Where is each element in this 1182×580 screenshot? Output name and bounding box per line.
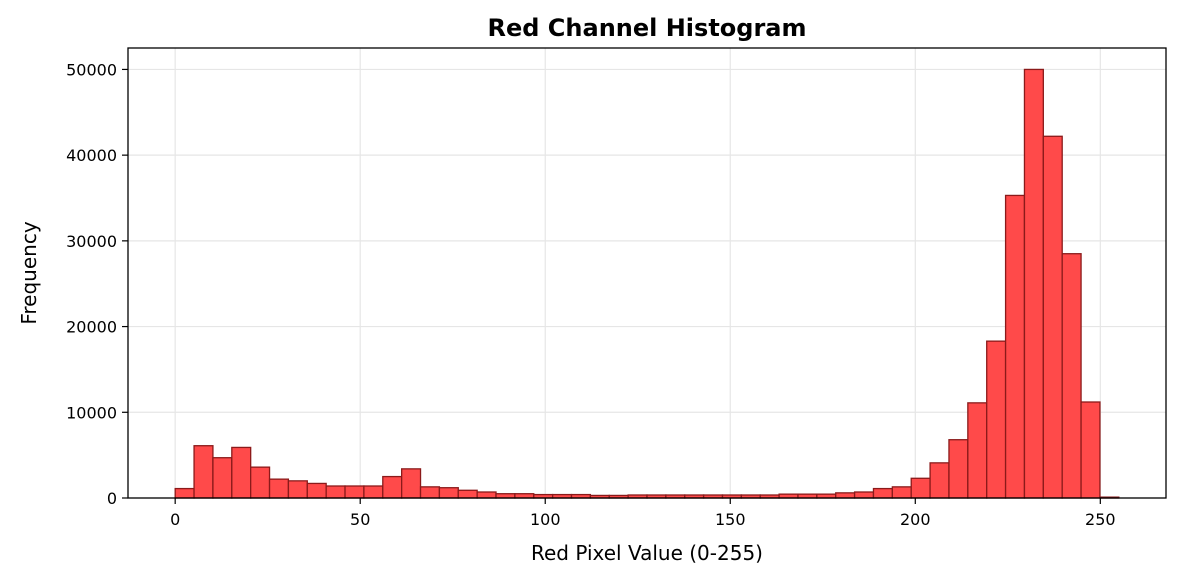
- histogram-bar: [1004, 194, 1026, 499]
- x-tick-label: 150: [715, 510, 746, 529]
- histogram-bar: [287, 480, 308, 499]
- histogram-bar: [363, 485, 384, 499]
- y-tick-label: 20000: [66, 318, 117, 337]
- histogram-bar: [891, 486, 912, 499]
- chart-title: Red Channel Histogram: [488, 14, 807, 42]
- histogram-bar: [212, 457, 233, 499]
- x-tick-label: 0: [170, 510, 180, 529]
- y-tick-label: 10000: [66, 403, 117, 422]
- histogram-bar: [231, 446, 252, 499]
- y-tick-label: 0: [107, 489, 117, 508]
- histogram-bar: [476, 491, 497, 499]
- histogram-bar: [910, 477, 931, 499]
- histogram-bar: [325, 485, 346, 499]
- histogram-bar: [419, 486, 441, 499]
- ticks-layer: 0 50 100 150 200 250 0 10000 20000 30000 40000 5000…: [66, 60, 1115, 529]
- histogram-bar: [250, 466, 271, 499]
- histogram-bar: [438, 487, 459, 499]
- y-axis-title: Frequency: [17, 221, 41, 324]
- x-axis-title: Red Pixel Value (0-255): [531, 541, 763, 565]
- histogram-bar: [174, 487, 195, 499]
- histogram-bar: [382, 475, 403, 499]
- histogram-bar: [853, 491, 875, 499]
- histogram-bar: [1023, 68, 1044, 499]
- y-tick-label: 40000: [66, 146, 117, 165]
- histogram-bar: [268, 478, 290, 499]
- histogram-bar: [835, 492, 856, 499]
- x-tick-label: 100: [530, 510, 561, 529]
- x-tick-label: 50: [350, 510, 370, 529]
- x-tick-label: 200: [900, 510, 931, 529]
- plot-frame: [127, 47, 1167, 499]
- histogram-bar: [967, 402, 988, 499]
- histogram-bar: [872, 487, 893, 499]
- histogram-bar: [401, 468, 422, 499]
- histogram-bar: [344, 485, 365, 499]
- y-tick-label: 50000: [66, 60, 117, 79]
- bars-layer: [174, 68, 1120, 499]
- histogram-bar: [457, 489, 478, 499]
- x-tick-label: 250: [1085, 510, 1116, 529]
- histogram-bar: [948, 439, 969, 499]
- histogram-bar: [193, 445, 214, 499]
- histogram-bar: [1061, 253, 1082, 499]
- histogram-bar: [929, 462, 950, 499]
- histogram-bar: [1080, 401, 1101, 499]
- histogram-bar: [1042, 135, 1063, 499]
- y-tick-label: 30000: [66, 232, 117, 251]
- histogram-bar: [986, 340, 1007, 499]
- histogram-bar: [306, 482, 327, 499]
